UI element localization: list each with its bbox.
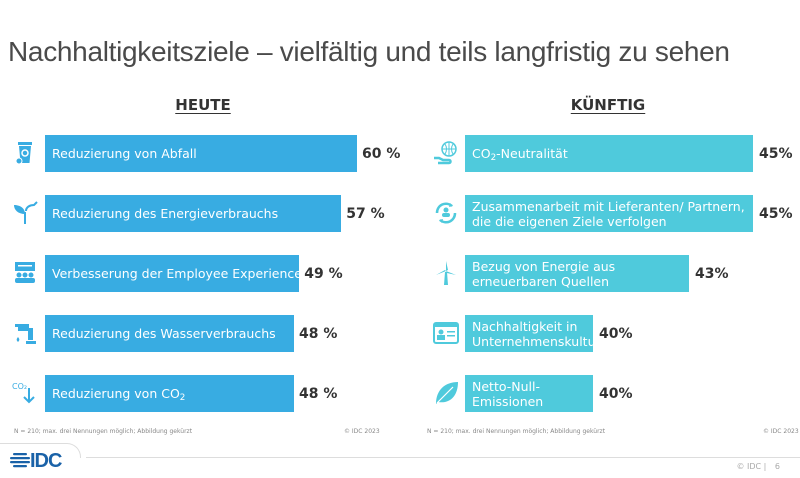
heute-value-label: 57 % [346, 205, 385, 222]
svg-text:CO₂: CO₂ [12, 382, 27, 391]
kuenftig-bar: CO2-Neutralität [465, 135, 753, 172]
kuenftig-bar-label: Bezug von Energie aus erneuerbaren Quell… [472, 258, 616, 289]
heute-value-label: 49 % [304, 265, 343, 282]
water-tap-icon [12, 320, 38, 346]
kuenftig-bar: Nachhaltigkeit in Unternehmenskultur [465, 315, 601, 352]
kuenftig-bar-label: CO2-Neutralität [472, 146, 568, 163]
kuenftig-value-label: 45% [759, 145, 793, 162]
heute-bar: Reduzierung des Wasserverbrauchs [45, 315, 294, 352]
kuenftig-value-label: 40% [599, 385, 633, 402]
kuenftig-bar-label: Zusammenarbeit mit Lieferanten/ Partnern… [472, 198, 745, 229]
kuenftig-value-label: 40% [599, 325, 633, 342]
plant-plug-icon [12, 200, 38, 226]
kuenftig-bar-label: Netto-Null-Emissionen [472, 378, 544, 409]
recycle-bin-icon [12, 140, 38, 166]
globe-hand-icon [433, 140, 459, 166]
partner-cycle-icon [433, 200, 459, 226]
heute-copyright: © IDC 2023 [344, 428, 380, 435]
footer-copyright: © IDC | [736, 462, 767, 471]
kuenftig-value-label: 43% [695, 265, 729, 282]
heute-bar-label: Reduzierung des Energieverbrauchs [52, 206, 279, 221]
kuenftig-bar-label: Nachhaltigkeit in Unternehmenskultur [472, 318, 601, 349]
kuenftig-value-label: 45% [759, 205, 793, 222]
idc-globe-icon [10, 453, 30, 468]
wind-turbine-icon [433, 260, 459, 286]
employee-group-icon [12, 260, 38, 286]
kuenftig-copyright: © IDC 2023 [763, 428, 799, 435]
footer-page: © IDC | 6 [736, 462, 780, 471]
kuenftig-footnote: N = 210; max. drei Nennungen möglich; Ab… [427, 428, 606, 435]
heute-bar-label: Reduzierung von Abfall [52, 146, 197, 161]
heute-bar: Verbesserung der Employee Experience [45, 255, 302, 292]
heute-bar: Reduzierung von CO2 [45, 375, 294, 412]
footer-divider [86, 457, 800, 458]
heute-bar-label: Reduzierung von CO2 [52, 386, 186, 403]
heute-heading: HEUTE [175, 96, 231, 114]
heute-bar: Reduzierung von Abfall [45, 135, 357, 172]
kuenftig-bar: Zusammenarbeit mit Lieferanten/ Partnern… [465, 195, 753, 232]
leaf-icon [433, 380, 459, 406]
idc-logo: IDC [10, 450, 62, 473]
heute-value-label: 60 % [362, 145, 401, 162]
heute-footnote: N = 210; max. drei Nennungen möglich; Ab… [14, 428, 193, 435]
kuenftig-bar: Bezug von Energie aus erneuerbaren Quell… [465, 255, 689, 292]
culture-card-icon [433, 320, 459, 346]
heute-value-label: 48 % [299, 325, 338, 342]
idc-logo-text: IDC [30, 450, 62, 472]
heute-bar-label: Verbesserung der Employee Experience [52, 266, 302, 281]
heute-bar: Reduzierung des Energieverbrauchs [45, 195, 342, 232]
heute-bar-label: Reduzierung des Wasserverbrauchs [52, 326, 276, 341]
co2-down-icon: CO₂ [12, 380, 38, 406]
slide-title: Nachhaltigkeitsziele – vielfältig und te… [8, 36, 730, 67]
page-number: 6 [774, 462, 780, 471]
kuenftig-bar: Netto-Null-Emissionen [465, 375, 593, 412]
kuenftig-heading: KÜNFTIG [570, 96, 646, 114]
heute-value-label: 48 % [299, 385, 338, 402]
